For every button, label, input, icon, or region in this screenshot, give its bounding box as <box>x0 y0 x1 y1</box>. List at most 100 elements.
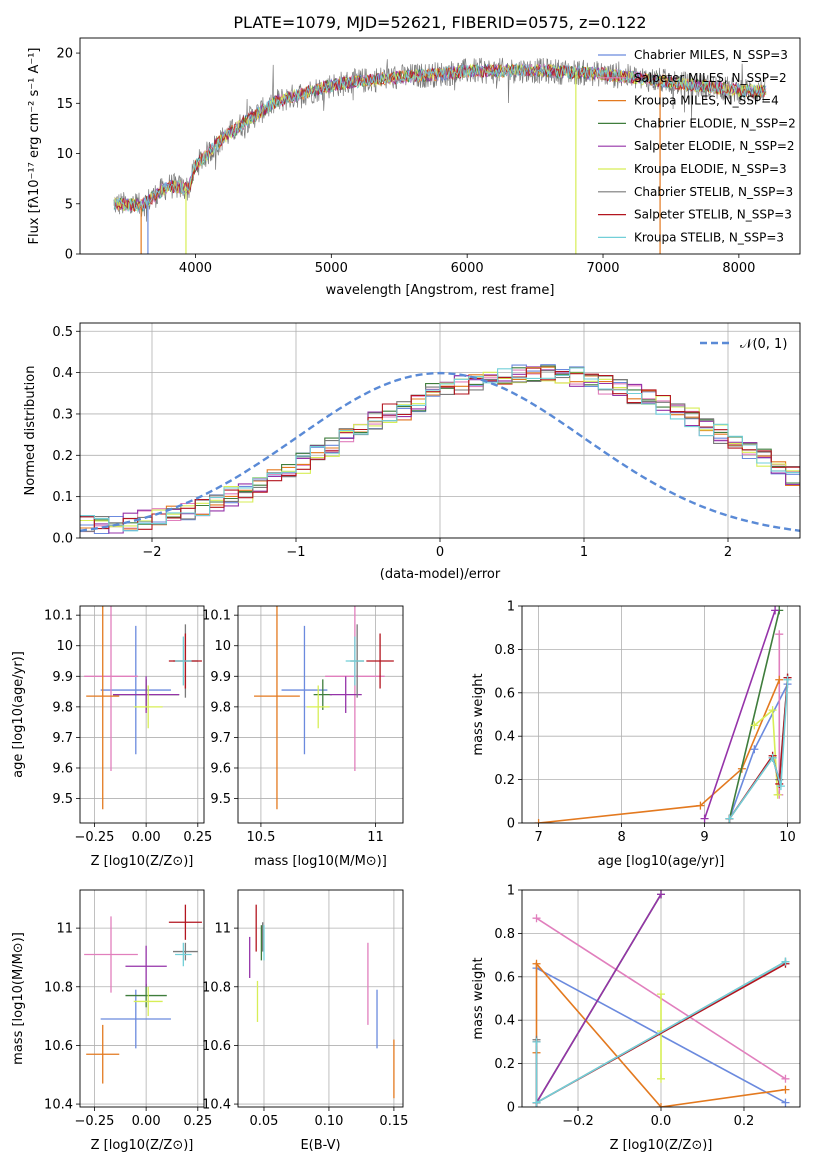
y-tick-label: 9.9 <box>52 670 73 685</box>
panel-residual-histogram: −2 −1 0 1 2 0.0 0.1 0.2 0.3 0.4 0.5 (data-model)/er… <box>23 322 801 582</box>
x-tick-label: 8 <box>617 830 625 845</box>
x-tick-label: 0.0 <box>651 1114 672 1129</box>
y-tick-label: 10.4 <box>202 1098 231 1113</box>
mass-weight-marker <box>773 790 782 799</box>
plot-area <box>80 890 204 1107</box>
mass-weight-marker <box>750 745 759 754</box>
legend-label: Chabrier ELODIE, N_SSP=2 <box>634 116 796 130</box>
mass-weight-marker <box>771 606 780 615</box>
plot-area <box>113 57 767 254</box>
legend-label: Chabrier STELIB, N_SSP=3 <box>634 185 793 199</box>
plot-area <box>80 606 204 823</box>
legend-label: Kroupa ELODIE, N_SSP=3 <box>634 162 787 176</box>
y-tick-label: 0.2 <box>494 1057 515 1072</box>
errorbar-point-chabrier-miles <box>100 625 171 755</box>
mass-weight-marker <box>532 914 541 923</box>
y-tick-label: 0.8 <box>494 643 515 658</box>
x-axis-label: Z [log10(Z/Z⊙)] <box>610 1138 713 1153</box>
x-tick-label: −1 <box>286 545 305 560</box>
x-tick-label: 0 <box>436 545 444 560</box>
legend-label: 𝒩(0, 1) <box>740 337 787 352</box>
mass-weight-line-kroupa-miles <box>535 961 786 1107</box>
axes-frame <box>521 605 801 824</box>
errorbar-point-kroupa-elodie <box>133 986 163 1017</box>
errorbar-point-kroupa-stelib <box>175 636 192 686</box>
panel-spectrum: 4000 5000 6000 7000 8000 0 5 10 15 20 wavelength [… <box>27 37 801 298</box>
normal-curve <box>80 371 800 532</box>
y-tick-label: 11 <box>56 922 73 937</box>
mass-weight-line-kroupa-miles <box>538 679 781 823</box>
y-tick-label: 10 <box>214 639 231 654</box>
mass-weight-marker <box>776 782 785 791</box>
histogram-step-salpeter-miles <box>80 365 800 533</box>
mass-weight-marker <box>750 721 759 730</box>
x-tick-label: 0.2 <box>734 1114 755 1129</box>
y-axis-label: mass weight <box>471 673 486 755</box>
mass-weight-marker <box>657 1103 665 1107</box>
mass-weight-marker <box>775 675 784 684</box>
axes-frame <box>79 605 205 824</box>
mass-weight-marker <box>700 814 709 823</box>
y-tick-label: 9.6 <box>52 761 73 776</box>
y-axis-label: Normed distribution <box>23 366 38 496</box>
y-tick-label: 9.8 <box>210 700 231 715</box>
mass-weight-marker <box>696 801 705 810</box>
mass-weight-marker <box>781 1098 790 1107</box>
mass-weight-marker <box>768 753 777 762</box>
mass-weight-marker <box>781 1085 790 1094</box>
errorbar-point-kroupa-miles <box>254 606 300 810</box>
mass-weight-line-salpeter-elodie <box>703 610 776 819</box>
errorbar-point-kroupa-elodie <box>133 685 163 729</box>
mass-weight-marker <box>781 957 790 966</box>
axes-frame <box>237 889 404 1108</box>
y-tick-label: 10.6 <box>202 1039 231 1054</box>
panel-age-vs-mass-weight: 7 8 9 10 0 0.2 0.4 0.6 0.8 1 age [log10(age/yr)] ma… <box>471 600 801 869</box>
mass-weight-marker <box>532 1037 541 1046</box>
x-tick-label: 2 <box>724 545 732 560</box>
x-tick-label: 10.5 <box>246 830 275 845</box>
x-tick-label: 7000 <box>586 261 619 276</box>
histogram-step-kroupa-stelib <box>80 367 800 532</box>
mass-weight-marker <box>768 706 777 715</box>
x-tick-label: 1 <box>580 545 588 560</box>
spectrum-line-kroupa-elodie <box>113 63 767 212</box>
x-axis-label: Z [log10(Z/Z⊙)] <box>91 1138 194 1153</box>
errorbar-point-chabrier-miles <box>100 989 171 1049</box>
plot-area <box>80 323 800 538</box>
legend-label: Kroupa STELIB, N_SSP=3 <box>634 230 784 244</box>
histogram-step-kroupa-elodie <box>80 367 800 528</box>
y-tick-label: 10.1 <box>202 609 231 624</box>
x-tick-label: −2 <box>142 545 161 560</box>
y-tick-label: 0.2 <box>52 449 73 464</box>
y-tick-label: 10.8 <box>44 980 73 995</box>
x-axis-label: Z [log10(Z/Z⊙)] <box>91 854 194 869</box>
x-tick-label: 6000 <box>451 261 484 276</box>
errorbar-point-kroupa-stelib <box>345 636 365 686</box>
y-tick-label: 0.2 <box>494 773 515 788</box>
plot-area <box>522 890 800 1107</box>
y-tick-label: 0.4 <box>494 730 515 745</box>
y-tick-label: 10 <box>56 639 73 654</box>
mass-weight-marker <box>657 1074 665 1083</box>
x-tick-label: −0.2 <box>562 1114 594 1129</box>
mass-weight-marker <box>783 675 792 684</box>
errorbar-point-kroupa-miles <box>86 1024 120 1084</box>
y-tick-label: 9.7 <box>52 731 73 746</box>
mass-weight-marker <box>534 819 543 823</box>
y-axis-label: mass weight <box>471 957 486 1039</box>
x-tick-label: 0.25 <box>183 830 212 845</box>
y-tick-label: 9.9 <box>210 670 231 685</box>
errorbar-point-salpeter-miles <box>84 606 138 772</box>
y-tick-label: 10.1 <box>44 609 73 624</box>
x-tick-label: 9 <box>700 830 708 845</box>
y-tick-label: 0.4 <box>494 1014 515 1029</box>
histogram-step-chabrier-elodie <box>80 365 800 525</box>
y-tick-label: 10 <box>56 147 73 162</box>
mass-weight-marker <box>775 630 784 639</box>
y-tick-label: 0.6 <box>494 686 515 701</box>
plot-area <box>238 890 403 1107</box>
mass-weight-marker <box>532 1098 541 1107</box>
y-tick-label: 0.0 <box>52 532 73 547</box>
mass-weight-marker <box>657 890 665 899</box>
legend-label: Salpeter ELODIE, N_SSP=2 <box>634 139 795 153</box>
